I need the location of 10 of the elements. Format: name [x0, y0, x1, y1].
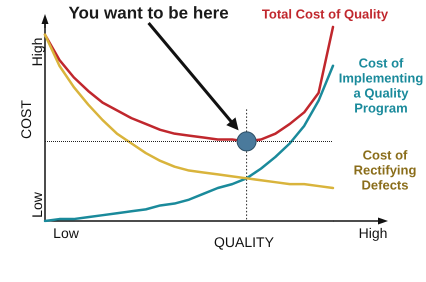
x-axis-title: QUALITY [214, 234, 275, 250]
text: You want to be here [68, 4, 229, 22]
text: Low [53, 225, 80, 241]
annotation: High [29, 38, 45, 66]
y-axis-title: COST [18, 100, 34, 139]
series-label: Total Cost of Quality [262, 6, 389, 22]
annotation: Low [29, 191, 45, 218]
series-label: Cost of Rectifying Defects [354, 148, 416, 193]
series-label: Cost of Implementing a Quality Program [338, 56, 424, 116]
text: High [358, 225, 388, 241]
